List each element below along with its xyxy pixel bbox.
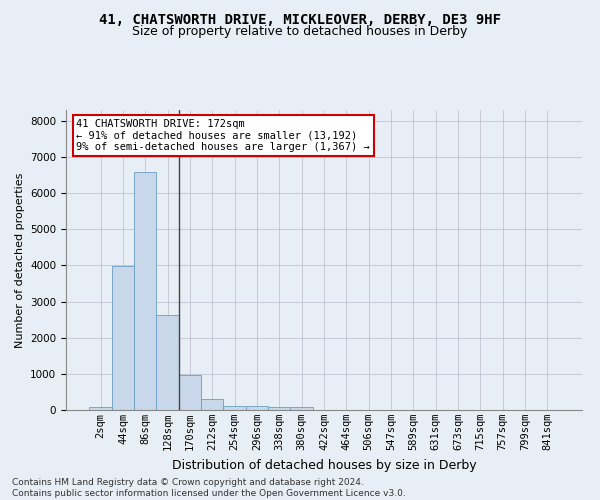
Bar	[179, 376, 201, 410]
Text: 41, CHATSWORTH DRIVE, MICKLEOVER, DERBY, DE3 9HF: 41, CHATSWORTH DRIVE, MICKLEOVER, DERBY,…	[99, 12, 501, 26]
Bar	[290, 407, 313, 410]
Bar	[246, 406, 268, 410]
Bar	[268, 406, 290, 410]
Y-axis label: Number of detached properties: Number of detached properties	[14, 172, 25, 348]
Text: Size of property relative to detached houses in Derby: Size of property relative to detached ho…	[133, 25, 467, 38]
Text: Contains HM Land Registry data © Crown copyright and database right 2024.
Contai: Contains HM Land Registry data © Crown c…	[12, 478, 406, 498]
Bar	[223, 406, 246, 410]
Bar	[112, 266, 134, 410]
Bar	[134, 172, 157, 410]
Bar	[201, 399, 223, 410]
Bar	[89, 408, 112, 410]
Text: 41 CHATSWORTH DRIVE: 172sqm
← 91% of detached houses are smaller (13,192)
9% of : 41 CHATSWORTH DRIVE: 172sqm ← 91% of det…	[76, 119, 370, 152]
Bar	[157, 316, 179, 410]
X-axis label: Distribution of detached houses by size in Derby: Distribution of detached houses by size …	[172, 458, 476, 471]
